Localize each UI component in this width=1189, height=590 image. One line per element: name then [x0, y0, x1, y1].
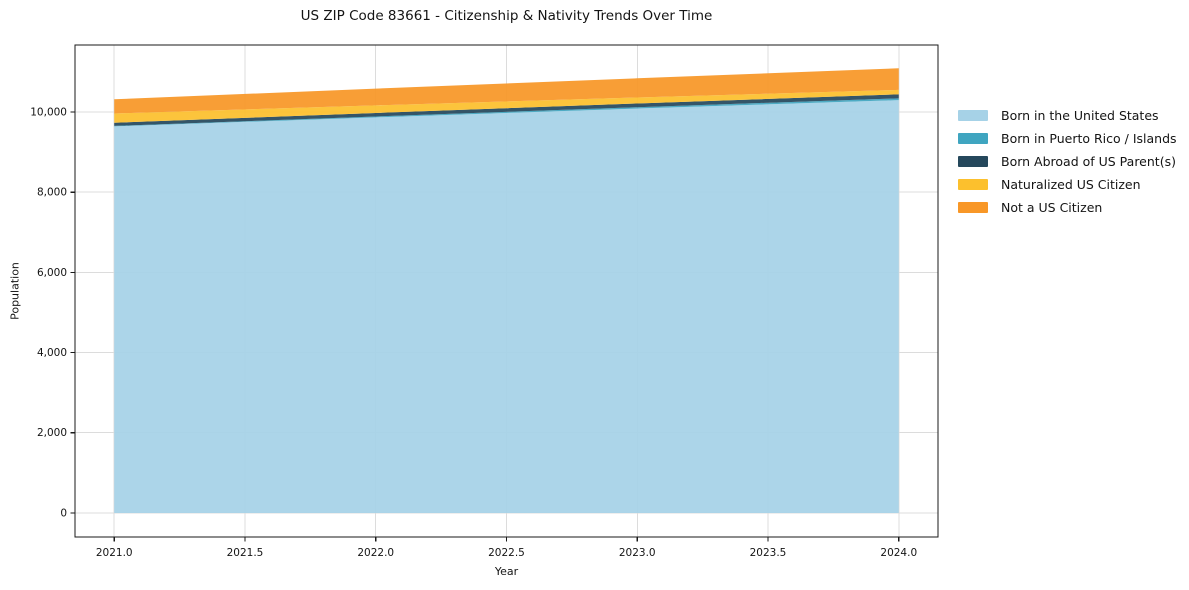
y-tick-label: 0: [60, 507, 67, 519]
legend-item-label: Born Abroad of US Parent(s): [1001, 154, 1176, 169]
legend-item: Naturalized US Citizen: [958, 173, 1177, 196]
x-tick-label: 2021.5: [227, 547, 264, 559]
legend-item: Born in the United States: [958, 104, 1177, 127]
x-tick-label: 2022.0: [357, 547, 394, 559]
y-tick-label: 8,000: [37, 187, 67, 199]
legend-item: Born Abroad of US Parent(s): [958, 150, 1177, 173]
area-born-in-the-united-states: [114, 100, 899, 513]
legend: Born in the United States Born in Puerto …: [958, 104, 1177, 219]
legend-item-label: Naturalized US Citizen: [1001, 177, 1141, 192]
y-tick-label: 2,000: [37, 427, 67, 439]
legend-item-label: Born in Puerto Rico / Islands: [1001, 131, 1177, 146]
y-axis-label: Population: [8, 262, 22, 320]
x-tick-label: 2021.0: [96, 547, 133, 559]
legend-item-label: Not a US Citizen: [1001, 200, 1103, 215]
area-born-in-puerto-rico-islands: [114, 98, 899, 127]
x-tick-label: 2022.5: [488, 547, 525, 559]
legend-swatch-icon: [958, 110, 988, 121]
y-tick-label: 6,000: [37, 267, 67, 279]
legend-swatch-icon: [958, 202, 988, 213]
legend-item: Born in Puerto Rico / Islands: [958, 127, 1177, 150]
legend-item: Not a US Citizen: [958, 196, 1177, 219]
x-tick-label: 2024.0: [880, 547, 917, 559]
chart-title: US ZIP Code 83661 - Citizenship & Nativi…: [300, 8, 713, 24]
legend-swatch-icon: [958, 156, 988, 167]
legend-swatch-icon: [958, 179, 988, 190]
x-tick-label: 2023.5: [750, 547, 787, 559]
legend-item-label: Born in the United States: [1001, 108, 1159, 123]
y-tick-label: 4,000: [37, 347, 67, 359]
area-not-a-us-citizen: [114, 68, 899, 114]
x-axis-label: Year: [494, 565, 519, 578]
legend-swatch-icon: [958, 133, 988, 144]
y-tick-label: 10,000: [30, 106, 67, 118]
area-born-abroad-of-us-parent-s: [114, 94, 899, 126]
area-naturalized-us-citizen: [114, 89, 899, 123]
x-tick-label: 2023.0: [619, 547, 656, 559]
